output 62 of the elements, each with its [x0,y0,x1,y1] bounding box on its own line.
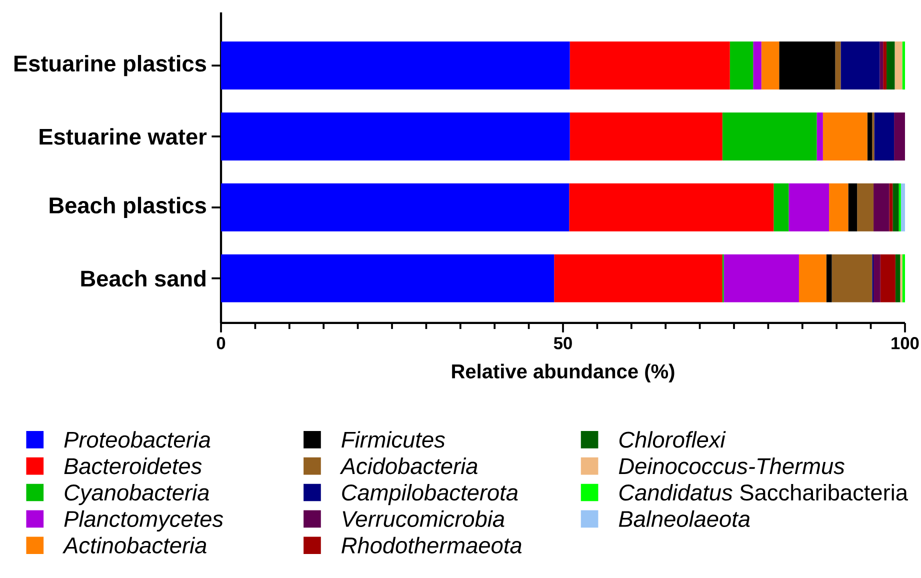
bar [221,254,554,302]
y-tick-label: Beach plastics [50,196,206,218]
bar [554,254,722,302]
legend-label: Rhodothermaeota [342,536,522,554]
x-tick-label: 50 [554,337,572,350]
legend-label: Acidobacteria [340,458,478,474]
bar [816,112,823,160]
bar [779,42,836,90]
bar [774,183,789,232]
bar [857,183,874,232]
bar [894,42,902,90]
legend-label: Firmicutes [342,431,445,448]
bar [883,42,887,90]
legend-label: Verrucomicrobia [342,510,504,528]
bar [570,112,722,160]
x-axis-title: Relative abundance (%) [452,364,674,382]
bar [569,183,774,232]
bar [886,42,895,90]
y-tick-label: Estuarine water [40,128,207,145]
bar [826,254,832,302]
bar [874,254,880,302]
bar [892,183,899,232]
legend-label: Bacteroidetes [64,458,202,474]
bar [570,42,730,90]
bar [894,112,905,160]
bar [874,183,890,232]
y-tick-label: Beach sand [81,270,206,287]
bar [221,42,570,90]
legend-label: Proteobacteria [64,431,210,448]
bar [822,112,868,160]
x-tick-label: 100 [892,337,919,350]
legend-label: Planctomycetes [64,510,224,532]
bar [788,183,830,232]
bar [874,112,894,160]
legend-label: Candidatus Saccharibacteria [619,484,908,501]
bar [895,254,900,302]
bar [798,254,826,302]
bar [902,42,905,90]
legend-label: Cyanobacteria [64,484,209,506]
bar [902,254,905,302]
legend-label: Campilobacterota [342,484,518,506]
x-tick-label: 0 [216,337,226,350]
bar [221,183,570,232]
bar [832,254,872,302]
bar [724,254,799,302]
bar [829,183,848,232]
bar [867,112,872,160]
bar [840,42,880,90]
bar [221,112,570,160]
bar [730,42,754,90]
bar [722,112,817,160]
y-tick-label: Estuarine plastics [14,54,206,76]
bar [753,42,762,90]
bar [835,42,841,90]
bar [848,183,858,232]
bar [880,42,884,90]
bar [880,254,896,302]
bar [761,42,780,90]
legend-label: Balneolaeota [618,510,750,528]
legend-label: Actinobacteria [62,536,206,554]
legend-label: Deinococcus-Thermus [618,458,844,474]
legend-label: Chloroflexi [619,431,726,448]
